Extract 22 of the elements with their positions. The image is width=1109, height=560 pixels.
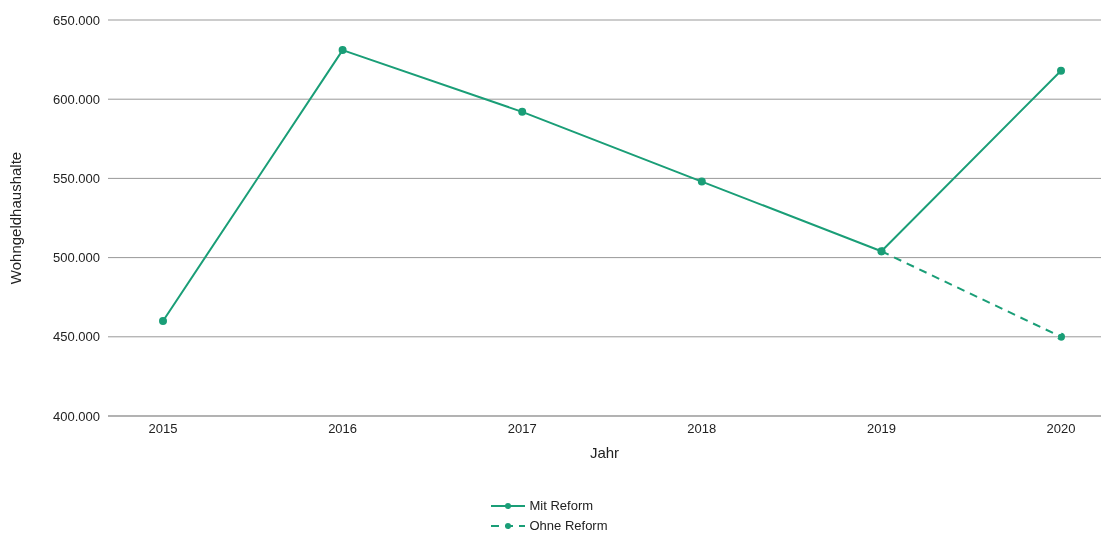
point [697,177,706,186]
point [518,107,527,116]
point [1057,66,1065,75]
x-tick-label: 2016 [328,421,358,437]
point [1057,332,1065,341]
y-tick-label: 550.000 [53,171,100,187]
y-tick-label: 400.000 [53,408,100,424]
x-tick-label: 2015 [148,421,178,437]
point [159,316,167,325]
x-tick-label: 2020 [1046,421,1076,437]
x-tick-label: 2019 [866,421,896,437]
y-tick-label: 500.000 [53,250,100,266]
x-tick-label: 2017 [507,421,537,437]
legend-label: Ohne Reform [529,517,609,535]
y-tick-label: 600.000 [53,91,100,107]
x-tick-label: 2018 [687,421,717,437]
y-tick-label: 450.000 [53,329,100,345]
point [338,46,347,55]
x-axis-title: Jahr [589,444,620,461]
y-tick-label: 650.000 [53,12,100,28]
legend-label: Mit Reform [529,497,595,515]
y-axis-title: Wohngeldhaushalte [7,151,25,285]
